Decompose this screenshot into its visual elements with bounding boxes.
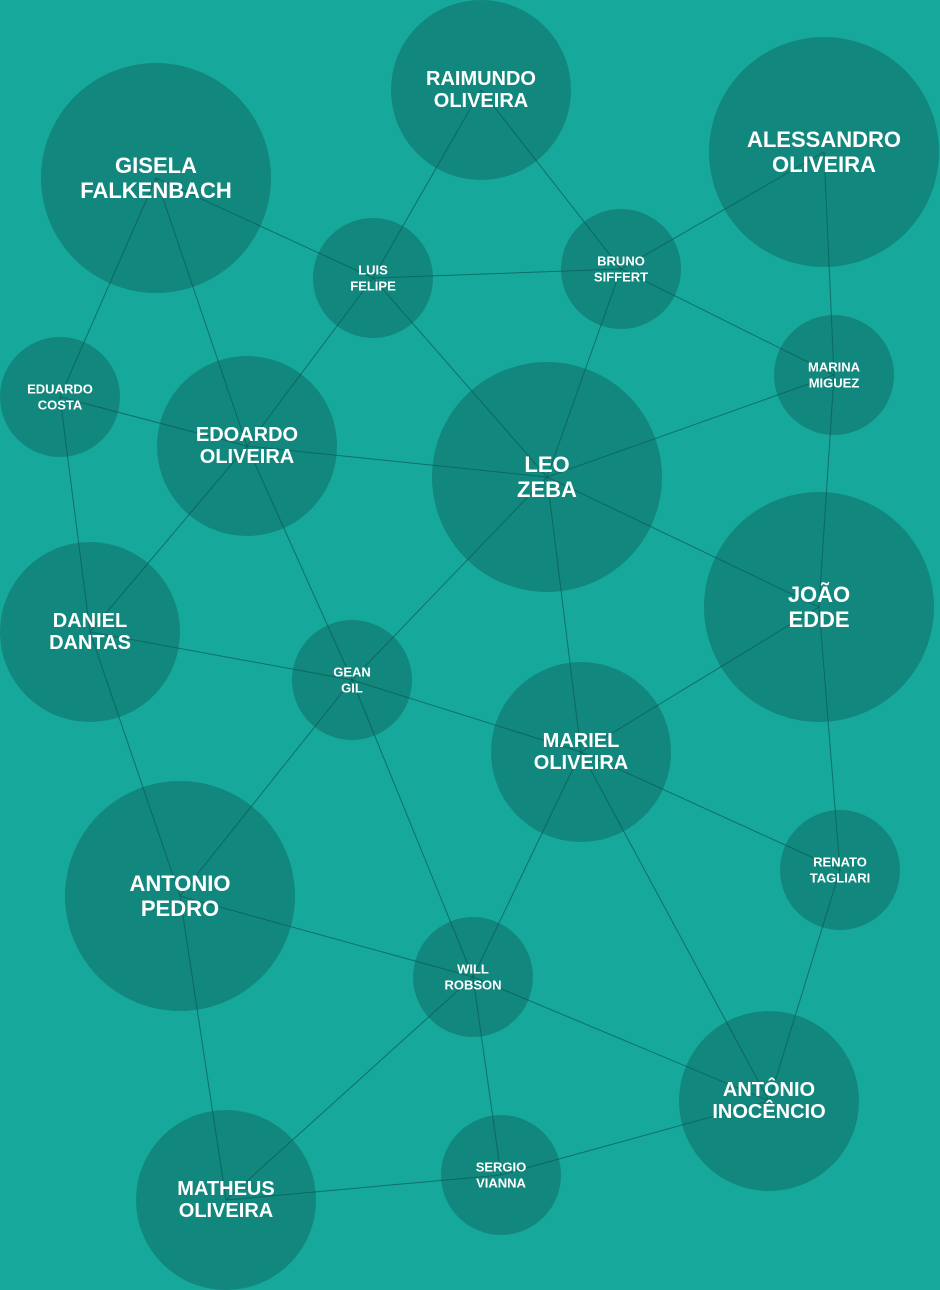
edge-luis-bruno — [372, 268, 622, 279]
edge-antonio-pedro-will — [179, 895, 474, 978]
edge-daniel-gean — [89, 631, 353, 681]
edge-eduardo-daniel — [59, 396, 91, 633]
edge-bruno-marina — [620, 268, 835, 376]
node-label-line: EDUARDO — [27, 382, 93, 397]
edges-layer — [59, 89, 841, 1201]
edge-raimundo-bruno — [480, 89, 622, 270]
node-label-line: DANIEL — [53, 610, 127, 632]
edge-will-antonio-inocencio — [472, 976, 770, 1102]
node-label-line: EDDE — [788, 607, 849, 632]
edge-gean-antonio-pedro — [179, 679, 353, 897]
node-label-line: MARINA — [808, 360, 861, 375]
edge-sergio-antonio-inocencio — [500, 1100, 770, 1176]
node-label-line: MIGUEZ — [809, 375, 860, 390]
edge-bruno-leo — [546, 268, 622, 478]
node-label-line: ANTONIO — [129, 871, 230, 896]
edge-gean-mariel — [351, 679, 582, 753]
edge-marina-leo — [546, 374, 835, 478]
edge-alessandro-marina — [823, 151, 835, 376]
edge-gean-will — [351, 679, 474, 978]
node-label-line: MARIEL — [543, 730, 620, 752]
edge-raimundo-luis — [372, 89, 482, 279]
edge-leo-mariel — [546, 476, 582, 753]
edge-gisela-edoardo — [155, 177, 248, 447]
node-label-line: VIANNA — [476, 1175, 526, 1190]
node-label-line: GIL — [341, 680, 363, 695]
node-label-line: INOCÊNCIO — [712, 1099, 825, 1123]
node-label-line: WILL — [457, 962, 489, 977]
node-label-line: BRUNO — [597, 254, 645, 269]
node-label-line: FELIPE — [350, 278, 396, 293]
node-label-line: ANTÔNIO — [723, 1077, 815, 1101]
edge-will-matheus — [225, 976, 474, 1201]
edge-luis-leo — [372, 277, 548, 478]
node-label-line: GEAN — [333, 665, 371, 680]
node-label-line: RAIMUNDO — [426, 68, 536, 90]
edge-edoardo-gean — [246, 445, 353, 681]
node-label-line: SERGIO — [476, 1160, 527, 1175]
node-label-line: OLIVEIRA — [179, 1200, 273, 1222]
node-label-line: ZEBA — [517, 477, 577, 502]
node-label-line: ALESSANDRO — [747, 127, 901, 152]
node-label-line: JOÃO — [788, 582, 850, 607]
edge-renato-antonio-inocencio — [768, 869, 841, 1102]
node-label-line: OLIVEIRA — [434, 90, 528, 112]
edge-bruno-alessandro — [620, 151, 825, 270]
edge-luis-edoardo — [246, 277, 374, 447]
edge-mariel-will — [472, 751, 582, 978]
edge-gisela-luis — [155, 177, 374, 279]
node-label-line: FALKENBACH — [80, 178, 232, 203]
edge-antonio-pedro-matheus — [179, 895, 227, 1201]
node-label-line: OLIVEIRA — [534, 752, 628, 774]
edge-edoardo-daniel — [89, 445, 248, 633]
edge-daniel-antonio-pedro — [89, 631, 181, 897]
node-label-line: LUIS — [358, 263, 388, 278]
edge-mariel-antonio-inocencio — [580, 751, 770, 1102]
edge-joao-renato — [818, 606, 841, 871]
node-label-line: PEDRO — [141, 896, 219, 921]
edge-joao-mariel — [580, 606, 820, 753]
node-label-line: EDOARDO — [196, 424, 298, 446]
node-label-line: ROBSON — [444, 977, 501, 992]
node-label-line: COSTA — [38, 397, 83, 412]
edge-eduardo-edoardo — [59, 396, 248, 447]
node-label-line: GISELA — [115, 153, 197, 178]
node-label-line: SIFFERT — [594, 269, 648, 284]
edge-mariel-renato — [580, 751, 841, 871]
node-label-line: TAGLIARI — [810, 870, 870, 885]
edge-leo-joao — [546, 476, 820, 608]
node-label-line: RENATO — [813, 855, 867, 870]
edge-will-sergio — [472, 976, 502, 1176]
edge-edoardo-leo — [246, 445, 548, 478]
edge-marina-joao — [818, 374, 835, 608]
node-label-line: DANTAS — [49, 632, 131, 654]
node-label-line: LEO — [524, 452, 569, 477]
node-label-line: OLIVEIRA — [200, 446, 294, 468]
labels-layer: RAIMUNDOOLIVEIRAGISELAFALKENBACHALESSAND… — [27, 68, 901, 1222]
edge-leo-gean — [351, 476, 548, 681]
node-label-line: MATHEUS — [177, 1178, 274, 1200]
edge-gisela-eduardo — [59, 177, 157, 398]
edge-sergio-matheus — [225, 1174, 502, 1201]
node-label-line: OLIVEIRA — [772, 152, 876, 177]
